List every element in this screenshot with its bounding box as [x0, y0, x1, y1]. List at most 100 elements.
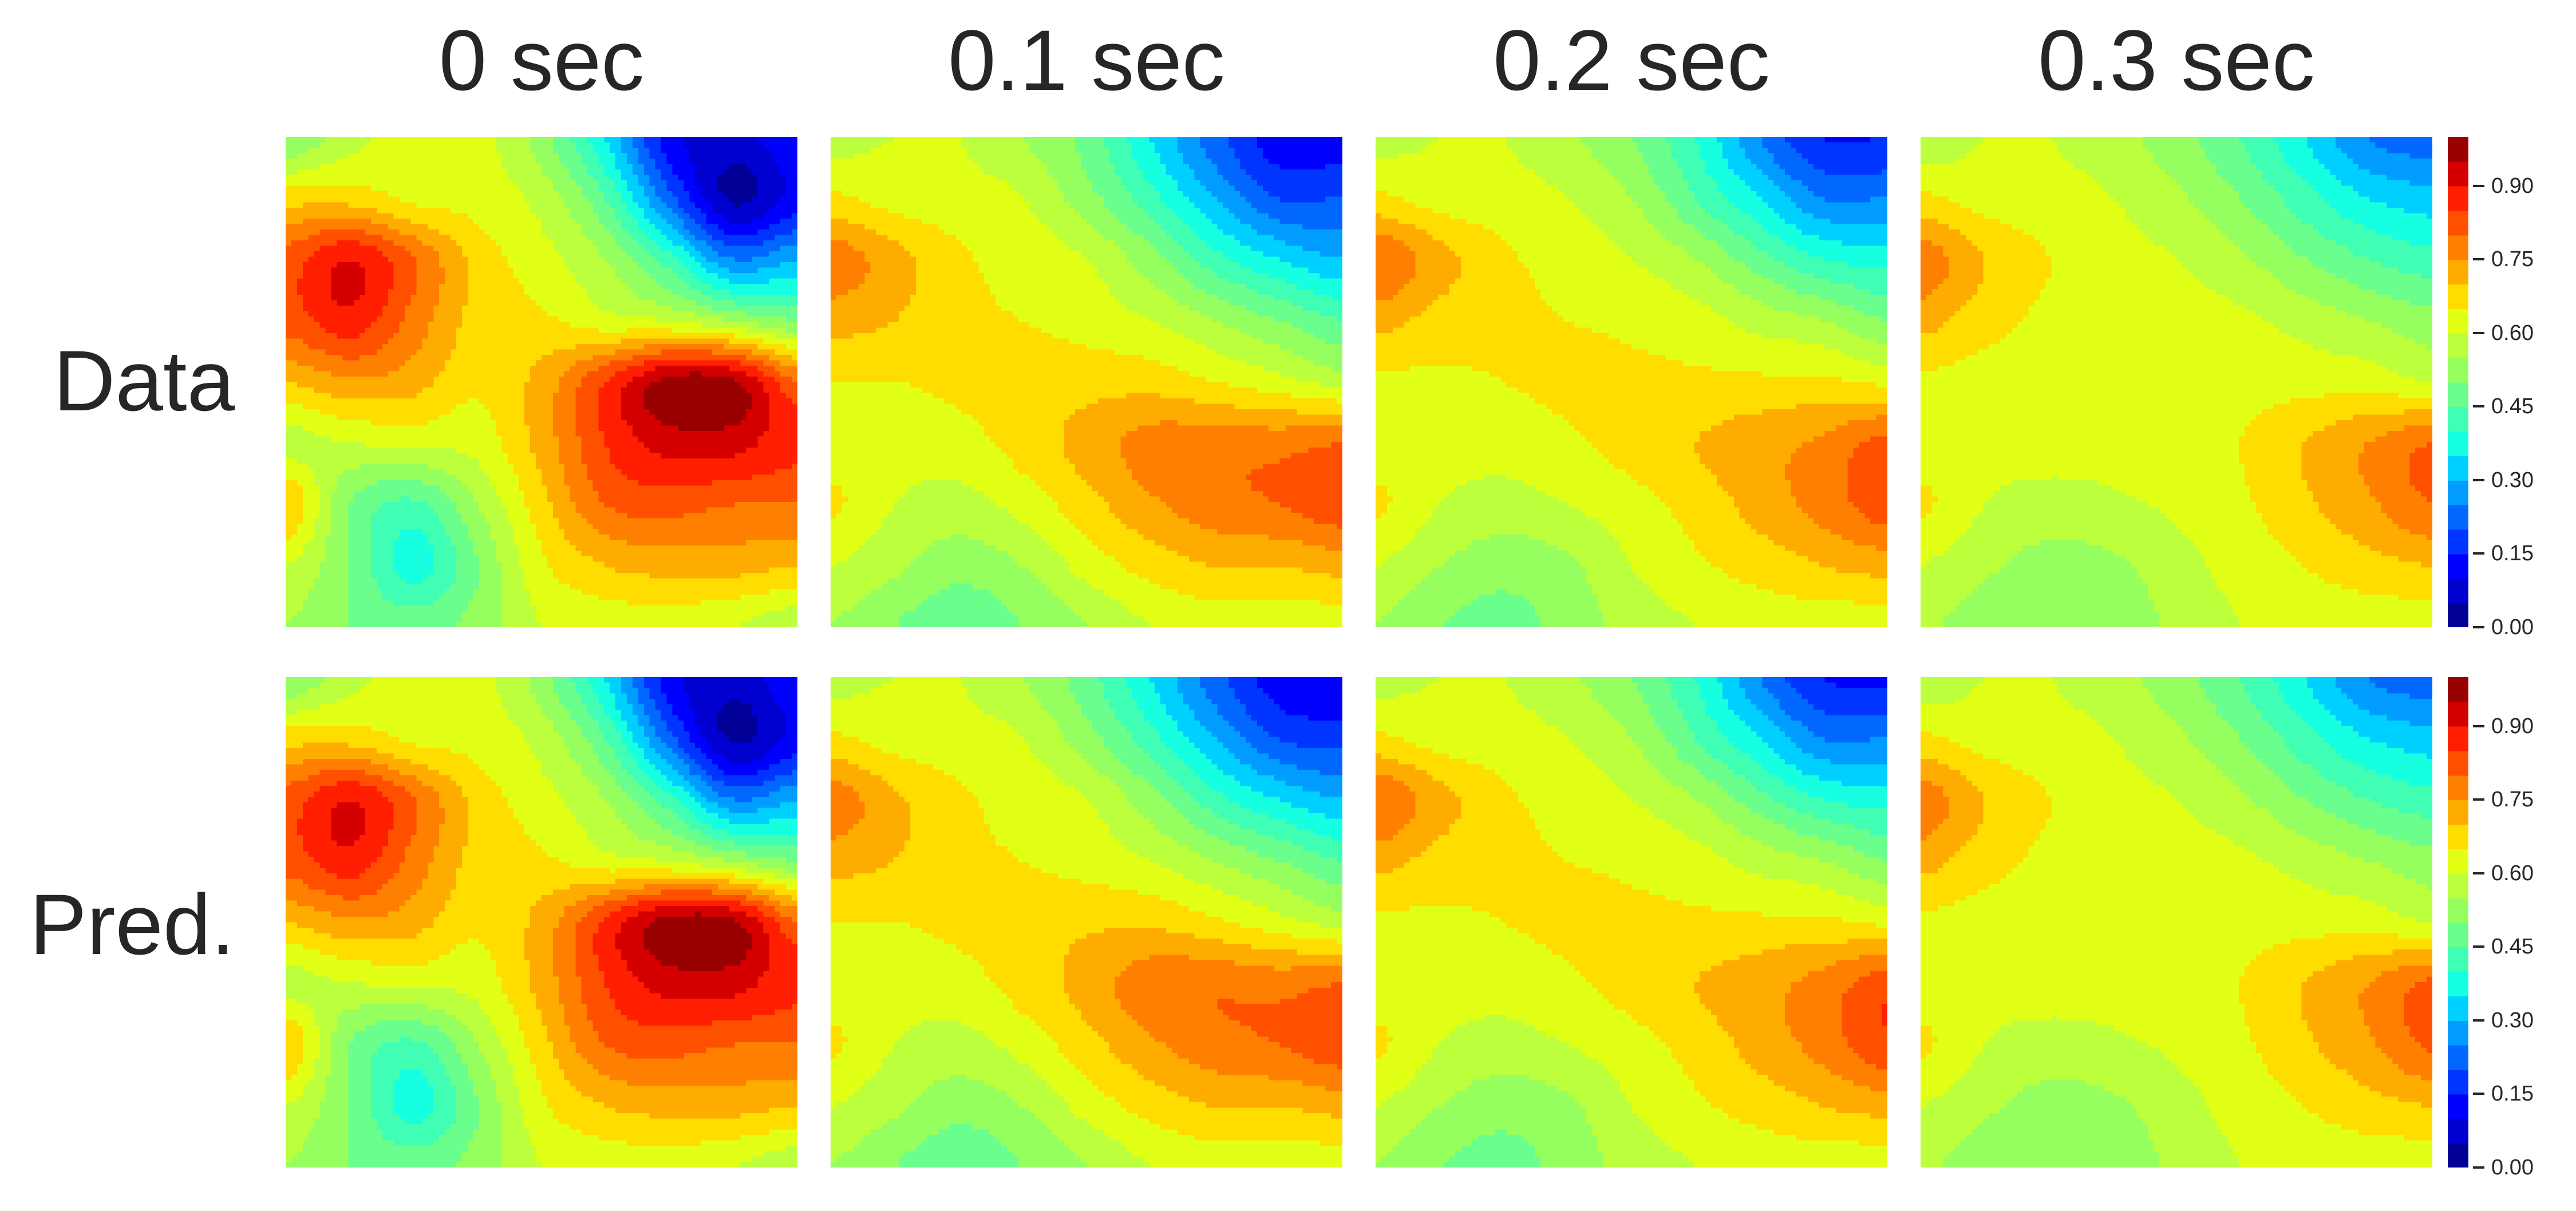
contour-cell — [1251, 333, 1314, 339]
contour-cell — [1642, 159, 1677, 164]
contour-cell — [1120, 1102, 1206, 1108]
contour-cell — [1609, 710, 1649, 715]
contour-cell — [661, 196, 678, 203]
contour-cell — [319, 229, 366, 235]
contour-cell — [1376, 349, 1649, 355]
contour-cell — [1722, 420, 1848, 426]
contour-cell — [399, 535, 428, 540]
contour-cell — [1597, 699, 1643, 705]
contour-cell — [1455, 551, 1569, 557]
contour-cell — [2227, 180, 2268, 186]
contour-cell — [786, 933, 797, 939]
contour-cell — [604, 164, 616, 170]
contour-cell — [1773, 693, 1803, 699]
contour-cell — [1109, 824, 1155, 830]
contour-cell — [524, 933, 554, 939]
contour-cell — [399, 769, 440, 775]
contour-cell — [1211, 884, 1280, 890]
contour-cell — [1842, 535, 1887, 540]
contour-cell — [1722, 153, 1745, 159]
contour-cell — [1870, 289, 1887, 295]
contour-cell — [2119, 202, 2194, 208]
contour-cell — [2136, 567, 2211, 573]
contour-cell — [1081, 1009, 1127, 1015]
contour-cell — [536, 993, 559, 999]
contour-cell — [393, 600, 434, 606]
contour-cell — [746, 955, 769, 961]
contour-cell — [649, 715, 661, 721]
contour-cell — [1745, 153, 1774, 159]
contour-cell — [2313, 153, 2348, 159]
contour-cell — [1421, 311, 1558, 317]
contour-cell — [530, 960, 554, 966]
contour-cell — [530, 507, 554, 513]
contour-cell — [348, 1107, 372, 1113]
contour-cell — [331, 1064, 349, 1070]
contour-cell — [695, 175, 718, 181]
contour-cell — [433, 545, 457, 551]
contour-cell — [870, 742, 1030, 748]
contour-cell — [1779, 185, 1808, 192]
contour-cell — [445, 267, 468, 274]
contour-cell — [2199, 142, 2245, 148]
contour-cell — [1376, 420, 1569, 426]
contour-cell — [490, 535, 513, 540]
contour-cell — [1768, 791, 1808, 797]
contour-cell — [2222, 175, 2262, 181]
contour-cell — [746, 311, 797, 317]
contour-cell — [2011, 224, 2137, 230]
contour-cell — [1802, 747, 1887, 754]
contour-cell — [433, 1097, 457, 1102]
contour-cell — [990, 829, 1109, 836]
contour-cell — [621, 196, 633, 203]
contour-cell — [507, 715, 548, 721]
contour-cell — [2375, 142, 2432, 148]
contour-cell — [1035, 693, 1076, 699]
contour-cell — [1291, 965, 1342, 972]
contour-cell — [1069, 1107, 1127, 1113]
contour-cell — [638, 758, 650, 765]
contour-cell — [428, 327, 457, 333]
contour-cell — [2210, 567, 2308, 573]
contour-cell — [899, 496, 990, 502]
contour-cell — [558, 1058, 587, 1064]
contour-cell — [661, 148, 690, 153]
contour-cell — [575, 688, 593, 694]
contour-cell — [337, 333, 360, 339]
contour-cell — [1126, 764, 1161, 770]
contour-cell — [570, 677, 587, 683]
contour-cell — [314, 1075, 326, 1081]
contour-cell — [433, 556, 457, 562]
contour-cell — [864, 224, 939, 230]
contour-cell — [1075, 747, 1109, 754]
contour-cell — [1257, 1031, 1342, 1037]
contour-cell — [1642, 693, 1672, 699]
contour-cell — [1717, 137, 1740, 143]
contour-cell — [831, 202, 871, 208]
contour-cell — [1160, 159, 1184, 164]
contour-cell — [286, 169, 298, 175]
contour-cell — [1046, 1080, 1093, 1086]
contour-cell — [1671, 202, 1700, 208]
contour-cell — [524, 583, 570, 589]
contour-cell — [1994, 490, 2125, 497]
contour-cell — [439, 300, 468, 306]
contour-cell — [643, 677, 661, 683]
contour-cell — [1682, 169, 1706, 175]
contour-cell — [598, 398, 622, 404]
contour-cell — [1870, 360, 1887, 366]
contour-cell — [302, 605, 349, 611]
contour-cell — [841, 191, 1018, 197]
contour-cell — [1921, 213, 1984, 219]
contour-cell — [899, 316, 1018, 322]
contour-cell — [786, 731, 797, 737]
contour-cell — [2187, 196, 2239, 203]
contour-cell — [655, 699, 667, 705]
contour-cell — [2336, 207, 2404, 213]
contour-cell — [530, 425, 554, 432]
contour-cell — [1791, 485, 1848, 492]
contour-cell — [371, 556, 394, 562]
contour-cell — [286, 780, 292, 786]
contour-cell — [661, 682, 684, 688]
contour-cell — [1200, 682, 1229, 688]
